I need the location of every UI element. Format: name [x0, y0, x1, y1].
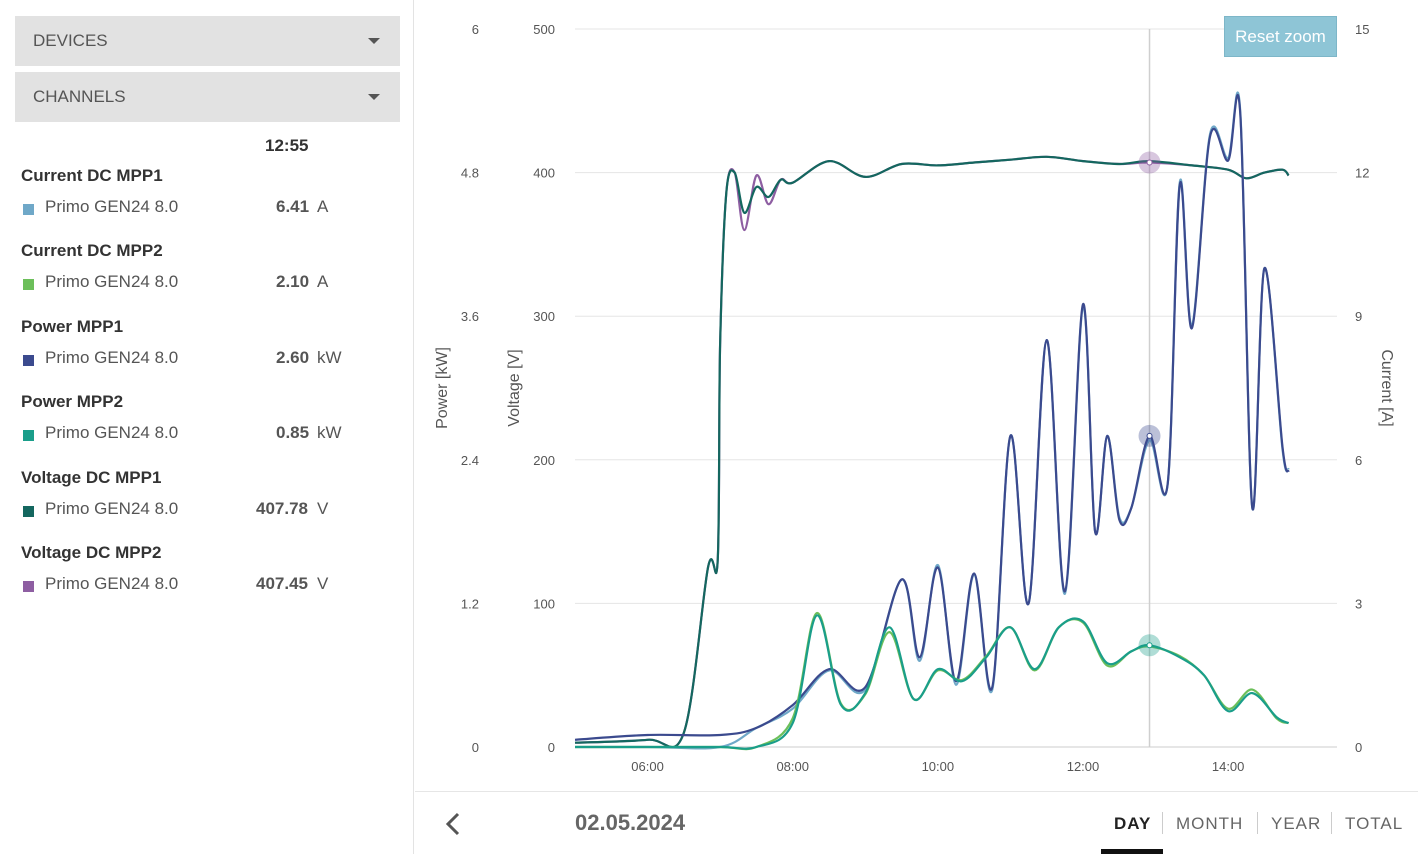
series-current-mpp2: [574, 611, 1290, 751]
current-axis-title: Current [A]: [1378, 349, 1395, 426]
date-label[interactable]: 02.05.2024: [575, 810, 686, 835]
series-color-swatch: [23, 581, 34, 592]
power-tick-label: 2.4: [461, 453, 479, 468]
channels-dropdown[interactable]: CHANNELS: [15, 72, 400, 122]
period-day-tab[interactable]: DAY: [1114, 814, 1152, 833]
channel-group-title: Current DC MPP2: [21, 241, 163, 260]
channel-group: Voltage DC MPP1 Primo GEN24 8.0 407.78 V: [21, 468, 401, 525]
current-tick-label: 12: [1355, 166, 1369, 181]
time-tick-label: 14:00: [1212, 759, 1245, 774]
channel-value: 2.10: [276, 272, 310, 291]
channel-value: 0.85: [276, 423, 310, 442]
voltage-tick-label: 100: [533, 596, 555, 611]
voltage-tick-label: 400: [533, 166, 555, 181]
power-mpp1-hover-marker: [1146, 432, 1153, 439]
power-tick-label: 3.6: [461, 309, 479, 324]
channel-group: Voltage DC MPP2 Primo GEN24 8.0 407.45 V: [21, 543, 401, 600]
series-voltage-mpp1: [574, 155, 1290, 748]
time-tick-label: 12:00: [1067, 759, 1100, 774]
series-color-swatch: [23, 355, 34, 366]
active-period-indicator: [1101, 849, 1163, 854]
channel-row[interactable]: Primo GEN24 8.0 2.10 A: [21, 272, 401, 298]
channels-dropdown-label: CHANNELS: [33, 87, 126, 106]
power-tick-label: 0: [472, 740, 479, 755]
power-axis-title: Power [kW]: [434, 347, 451, 429]
devices-dropdown-label: DEVICES: [33, 31, 108, 50]
period-total-tab[interactable]: TOTAL: [1345, 814, 1404, 833]
device-name: Primo GEN24 8.0: [45, 272, 179, 291]
series-power-mpp2: [574, 614, 1290, 750]
voltage-axis-title: Voltage [V]: [506, 349, 523, 426]
current-tick-label: 0: [1355, 740, 1362, 755]
channel-unit: kW: [317, 423, 342, 442]
voltage-tick-label: 200: [533, 453, 555, 468]
period-divider: [1331, 812, 1332, 834]
channel-group-title: Power MPP2: [21, 392, 124, 411]
channel-unit: A: [317, 197, 329, 216]
channel-unit: A: [317, 272, 329, 291]
series-color-swatch: [23, 279, 34, 290]
series-color-swatch: [23, 430, 34, 441]
device-name: Primo GEN24 8.0: [45, 348, 179, 367]
time-tick-label: 06:00: [631, 759, 664, 774]
period-divider: [1162, 812, 1163, 834]
channel-unit: V: [317, 574, 329, 593]
voltage-hover-marker: [1146, 159, 1153, 166]
time-tick-label: 10:00: [922, 759, 955, 774]
channel-value: 407.78: [256, 499, 308, 518]
voltage-tick-label: 0: [548, 740, 555, 755]
series-power-mpp1: [574, 93, 1290, 741]
channel-group-title: Power MPP1: [21, 317, 124, 336]
current-tick-label: 3: [1355, 596, 1362, 611]
channel-group: Current DC MPP2 Primo GEN24 8.0 2.10 A: [21, 241, 401, 298]
chevron-left-icon[interactable]: [443, 812, 463, 836]
channel-row[interactable]: Primo GEN24 8.0 6.41 A: [21, 197, 401, 223]
channel-value: 407.45: [256, 574, 308, 593]
current-tick-label: 6: [1355, 453, 1362, 468]
period-navigation: 02.05.2024 DAY MONTH YEAR TOTAL: [415, 791, 1418, 854]
power-mpp2-hover-marker: [1146, 642, 1153, 649]
device-name: Primo GEN24 8.0: [45, 423, 179, 442]
device-name: Primo GEN24 8.0: [45, 499, 179, 518]
channel-panel: DEVICES CHANNELS 12:55 Current DC MPP1 Pr…: [0, 0, 414, 854]
voltage-tick-label: 300: [533, 309, 555, 324]
channel-group-title: Voltage DC MPP2: [21, 543, 162, 562]
period-month-tab[interactable]: MONTH: [1176, 814, 1244, 833]
channel-group: Current DC MPP1 Primo GEN24 8.0 6.41 A: [21, 166, 401, 223]
channel-value: 6.41: [276, 197, 310, 216]
line-chart[interactable]: 0 1.2 2.4 3.6 4.8 6 0 100 200 300 400 500 0 3 6 9 12 15 06…: [415, 0, 1418, 790]
chart-area[interactable]: 0 1.2 2.4 3.6 4.8 6 0 100 200 300 400 500 0 3 6 9 12 15 06…: [415, 0, 1418, 790]
series-color-swatch: [23, 204, 34, 215]
power-tick-label: 6: [472, 22, 479, 37]
channel-row[interactable]: Primo GEN24 8.0 0.85 kW: [21, 423, 401, 449]
chevron-down-icon: [368, 38, 380, 44]
reset-zoom-button[interactable]: Reset zoom: [1224, 16, 1337, 57]
period-year-tab[interactable]: YEAR: [1271, 814, 1322, 833]
channel-group: Power MPP2 Primo GEN24 8.0 0.85 kW: [21, 392, 401, 449]
current-tick-label: 15: [1355, 22, 1369, 37]
channel-unit: V: [317, 499, 329, 518]
time-tick-label: 08:00: [776, 759, 809, 774]
period-divider: [1257, 812, 1258, 834]
series-color-swatch: [23, 506, 34, 517]
chart-panel: 0 1.2 2.4 3.6 4.8 6 0 100 200 300 400 500 0 3 6 9 12 15 06…: [415, 0, 1418, 854]
device-name: Primo GEN24 8.0: [45, 574, 179, 593]
device-name: Primo GEN24 8.0: [45, 197, 179, 216]
power-tick-label: 1.2: [461, 596, 479, 611]
channel-group: Power MPP1 Primo GEN24 8.0 2.60 kW: [21, 317, 401, 374]
channel-group-title: Voltage DC MPP1: [21, 468, 162, 487]
channel-unit: kW: [317, 348, 342, 367]
channel-group-title: Current DC MPP1: [21, 166, 163, 185]
power-tick-label: 4.8: [461, 166, 479, 181]
devices-dropdown[interactable]: DEVICES: [15, 16, 400, 66]
channel-row[interactable]: Primo GEN24 8.0 407.45 V: [21, 574, 401, 600]
voltage-tick-label: 500: [533, 22, 555, 37]
current-tick-label: 9: [1355, 309, 1362, 324]
channel-value: 2.60: [276, 348, 310, 367]
selected-time: 12:55: [265, 136, 309, 155]
chevron-down-icon: [368, 94, 380, 100]
channel-row[interactable]: Primo GEN24 8.0 407.78 V: [21, 499, 401, 525]
channel-row[interactable]: Primo GEN24 8.0 2.60 kW: [21, 348, 401, 374]
